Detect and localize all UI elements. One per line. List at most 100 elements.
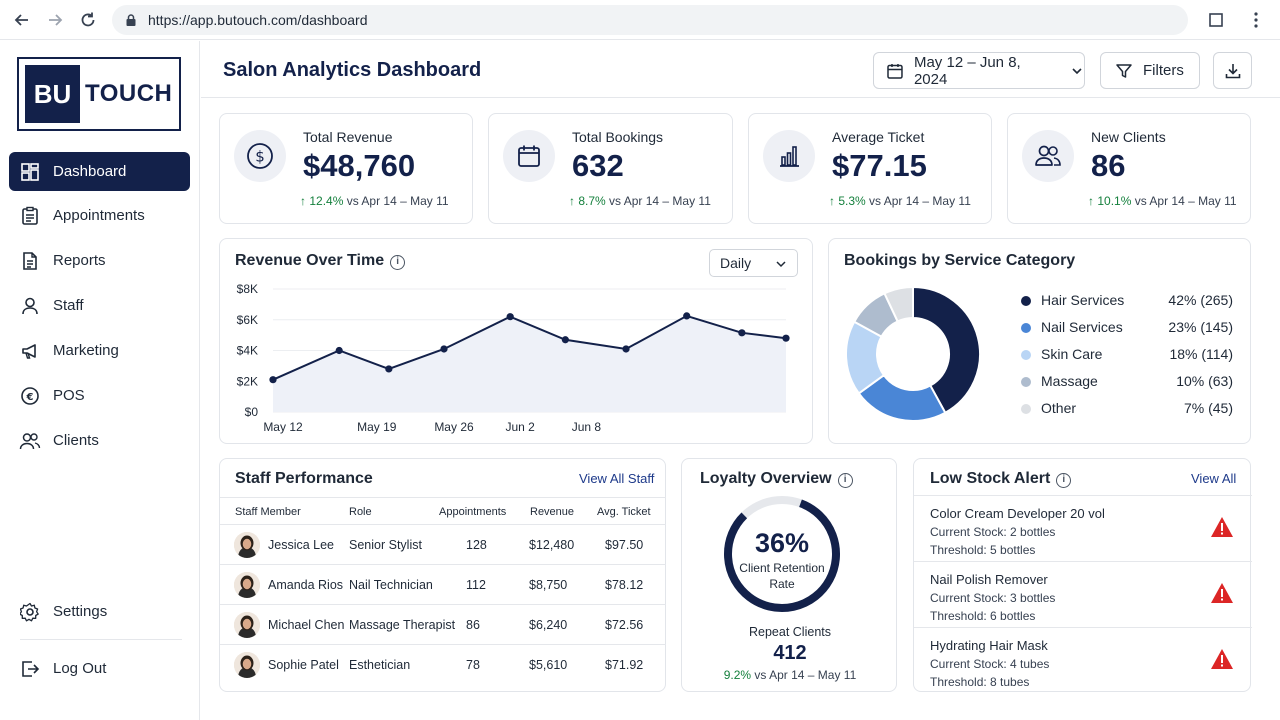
table-cell-name: Sophie Patel <box>268 658 339 672</box>
sidebar-item-staff[interactable]: Staff <box>9 286 190 325</box>
staff-performance-title: Staff Performance <box>235 470 373 487</box>
table-row[interactable]: Jessica Lee Senior Stylist 128 $12,480 $97.5… <box>220 525 666 565</box>
up-arrow-icon: ↑ <box>829 194 839 208</box>
repeat-clients-label: Repeat Clients <box>749 625 831 639</box>
sidebar-divider <box>20 639 182 640</box>
calendar-icon <box>503 130 555 182</box>
kpi-delta-value: 8.7% <box>578 194 606 208</box>
more-vertical-icon[interactable] <box>1246 10 1266 30</box>
y-tick-label: $8K <box>237 282 258 296</box>
period-select[interactable]: Daily <box>709 249 798 277</box>
legend-label: Nail Services <box>1041 319 1123 335</box>
info-icon[interactable]: i <box>1056 473 1072 488</box>
brand-logo[interactable]: BU TOUCH <box>17 57 181 131</box>
table-cell-name: Michael Chen <box>268 618 345 632</box>
sidebar-item-appointments[interactable]: Appointments <box>9 196 190 235</box>
data-point[interactable] <box>738 329 746 337</box>
loyalty-title-text: Loyalty Overview <box>700 470 832 487</box>
data-point[interactable] <box>506 313 514 321</box>
bookings-by-category-card: Bookings by Service Category Hair Servic… <box>828 238 1251 444</box>
column-header: Appointments <box>439 506 507 518</box>
legend-entry: Hair Services 42% (265) <box>1021 291 1233 311</box>
legend-value: 23% (145) <box>1168 319 1233 335</box>
filter-icon <box>1116 63 1132 78</box>
stock-item-current: Current Stock: 2 bottles <box>930 525 1056 539</box>
retention-value: 36% <box>754 528 810 558</box>
donut-slice-hair-services[interactable] <box>912 285 981 415</box>
kpi-label: New Clients <box>1091 129 1166 145</box>
legend-label: Massage <box>1041 373 1098 389</box>
sidebar: BU TOUCH Dashboard Appointments Reports … <box>0 41 200 720</box>
info-icon[interactable]: i <box>837 473 853 488</box>
filters-button[interactable]: Filters <box>1100 52 1200 89</box>
megaphone-icon <box>19 340 41 362</box>
sidebar-item-label: Reports <box>53 252 106 269</box>
data-point[interactable] <box>269 376 277 384</box>
table-row[interactable]: Amanda Rios Nail Technician 112 $8,750 $78.1… <box>220 565 666 605</box>
view-all-staff-link[interactable]: View All Staff <box>579 471 655 486</box>
address-bar[interactable]: https://app.butouch.com/dashboard <box>112 5 1188 35</box>
staff-table-header: Staff Member Role Appointments Revenue A… <box>220 497 666 525</box>
date-range-picker[interactable]: May 12 – Jun 8, 2024 <box>873 52 1085 89</box>
sidebar-item-pos[interactable]: € POS <box>9 376 190 415</box>
sidebar-item-settings[interactable]: Settings <box>9 592 190 631</box>
reload-icon[interactable] <box>78 10 98 30</box>
view-all-stock-link[interactable]: View All <box>1191 471 1237 486</box>
data-point[interactable] <box>782 334 790 342</box>
gear-icon <box>19 601 41 623</box>
legend-swatch <box>1021 377 1031 387</box>
sidebar-item-reports[interactable]: Reports <box>9 241 190 280</box>
sidebar-item-dashboard[interactable]: Dashboard <box>9 152 190 191</box>
table-cell-appointments: 112 <box>466 578 486 592</box>
list-item[interactable]: Color Cream Developer 20 vol Current Stoc… <box>914 496 1252 562</box>
window-square-icon[interactable] <box>1206 10 1226 30</box>
data-point[interactable] <box>335 346 343 355</box>
sidebar-item-label: Log Out <box>53 660 107 677</box>
column-header: Staff Member <box>235 506 301 518</box>
sidebar-item-logout[interactable]: Log Out <box>9 649 190 688</box>
svg-text:$: $ <box>255 148 265 166</box>
data-point[interactable] <box>683 312 691 320</box>
legend-swatch <box>1021 404 1031 414</box>
kpi-compare: vs Apr 14 – May 11 <box>346 194 449 208</box>
data-point[interactable] <box>561 336 569 344</box>
clipboard-icon <box>19 205 41 227</box>
repeat-clients-value: 412 <box>773 642 807 664</box>
table-row[interactable]: Michael Chen Massage Therapist 86 $6,240 $72… <box>220 605 666 645</box>
retention-ring-fill <box>724 499 840 612</box>
data-point[interactable] <box>622 345 630 353</box>
person-icon <box>19 295 41 317</box>
bar-chart-icon <box>763 130 815 182</box>
avatar <box>234 532 260 558</box>
donut-slice-other[interactable] <box>883 285 914 323</box>
back-arrow-icon[interactable] <box>12 10 32 30</box>
chevron-down-icon <box>776 261 786 268</box>
logo-bu: BU <box>25 65 80 123</box>
dollar-icon: $ <box>234 130 286 182</box>
list-item[interactable]: Hydrating Hair Mask Current Stock: 4 tube… <box>914 628 1252 694</box>
table-row[interactable]: Sophie Patel Esthetician 78 $5,610 $71.92 <box>220 645 666 685</box>
kpi-compare: vs Apr 14 – May 11 <box>869 194 971 208</box>
stock-item-name: Color Cream Developer 20 vol <box>930 506 1105 521</box>
page-title: Salon Analytics Dashboard <box>223 59 482 81</box>
sidebar-item-marketing[interactable]: Marketing <box>9 331 190 370</box>
list-item[interactable]: Nail Polish Remover Current Stock: 3 bott… <box>914 562 1252 628</box>
calendar-icon <box>887 63 903 79</box>
coin-icon: € <box>19 385 41 407</box>
kpi-delta-value: 5.3% <box>838 194 866 208</box>
legend-label: Other <box>1041 400 1077 416</box>
x-tick-label: May 19 <box>357 420 397 434</box>
stock-item-name: Hydrating Hair Mask <box>930 638 1048 653</box>
forward-arrow-icon[interactable] <box>45 10 65 30</box>
info-icon[interactable]: i <box>390 255 406 270</box>
chevron-down-icon <box>1072 67 1082 74</box>
filters-label: Filters <box>1143 62 1184 79</box>
legend-entry: Skin Care 18% (114) <box>1021 345 1233 365</box>
data-point[interactable] <box>385 365 393 373</box>
stock-item-current: Current Stock: 4 tubes <box>930 657 1050 671</box>
period-select-value: Daily <box>720 255 752 271</box>
download-button[interactable] <box>1213 52 1252 89</box>
sidebar-item-clients[interactable]: Clients <box>9 421 190 460</box>
x-tick-label: May 26 <box>434 420 474 434</box>
data-point[interactable] <box>440 345 448 353</box>
